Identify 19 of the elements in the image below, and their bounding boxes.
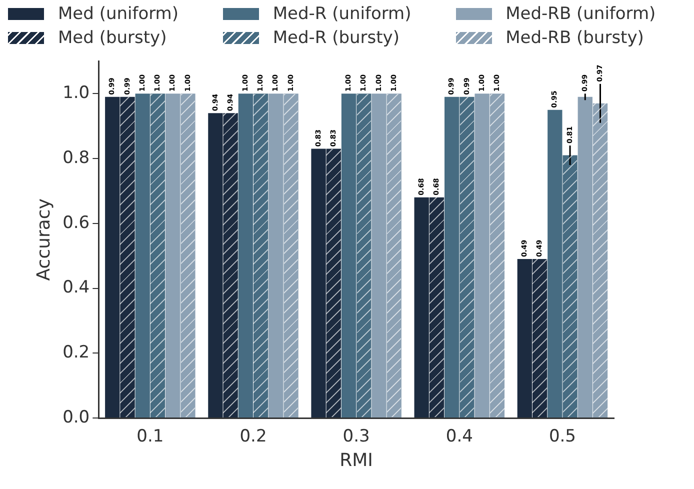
x-axis-title: RMI	[340, 450, 373, 471]
y-tick-label: 0.6	[62, 212, 90, 233]
x-tick-label: 0.2	[240, 426, 267, 447]
legend-label: Med-RB (bursty)	[506, 28, 644, 48]
legend-label: Med-RB (uniform)	[506, 4, 656, 24]
y-tick-label: 0.4	[62, 278, 90, 298]
y-tick-label: 0.2	[62, 342, 90, 363]
y-axis-title: Accuracy	[33, 198, 54, 281]
legend-label: Med-R (bursty)	[272, 28, 400, 48]
x-tick-label: 0.5	[548, 426, 576, 447]
x-tick-label: 0.3	[342, 426, 370, 447]
x-tick-label: 0.4	[446, 426, 473, 447]
legend-label: Med (uniform)	[58, 4, 178, 24]
y-tick-label: 1.0	[62, 83, 90, 104]
y-tick-label: 0.8	[62, 148, 90, 168]
legend-label: Med-R (uniform)	[272, 4, 412, 24]
legend-label: Med (bursty)	[58, 28, 167, 48]
y-tick-label: 0.0	[62, 407, 90, 428]
x-tick-label: 0.1	[136, 426, 164, 447]
